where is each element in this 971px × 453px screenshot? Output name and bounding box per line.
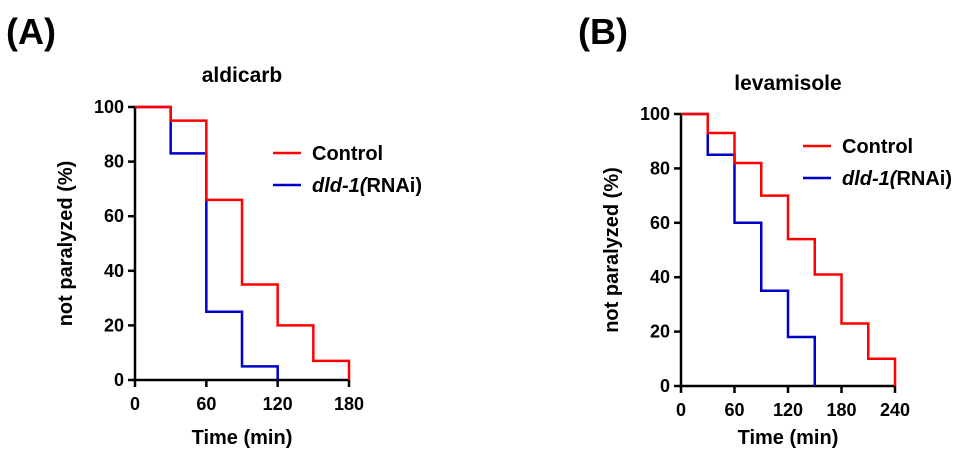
chart-aldicarb: aldicarb 0 20 40 60 80 100 0 60 120 180 Time (min) n… [55,64,422,449]
legend-label: dld-1(RNAi) [842,168,952,190]
chart-levamisole: levamisole 0 20 40 60 80 100 0 60 120 180 240 Time (… [601,72,952,449]
y-tick-label: 20 [104,315,124,335]
series-line-control [681,112,897,386]
y-tick-label: 100 [94,97,124,117]
legend-label-text: Control [842,136,913,158]
legend-label-italic: dld-1( [312,175,369,197]
panel-b-label: (B) [578,11,628,52]
y-tick-label: 100 [640,104,670,124]
x-tick-label: 120 [773,400,803,420]
x-tick-label: 60 [196,394,216,414]
legend-label-text: Control [312,143,383,165]
chart-title: aldicarb [202,64,283,87]
y-tick-label: 80 [104,152,124,172]
y-tick-label: 20 [650,322,670,342]
series-line-control [135,105,351,380]
x-tick-label: 180 [826,400,856,420]
y-tick-label: 80 [650,158,670,178]
legend-label-italic: dld-1( [842,168,899,190]
x-tick-label: 120 [263,394,293,414]
chart-title: levamisole [734,72,841,95]
y-tick-label: 0 [660,376,670,396]
panel-a-label: (A) [6,11,56,52]
x-tick-label: 0 [130,394,140,414]
series-line-dld-1-rnai [681,112,816,386]
x-axis-title: Time (min) [738,427,839,449]
legend-label-text: RNAi) [896,168,952,190]
series-line-dld-1-rnai [135,105,279,380]
legend-label: Control [842,136,913,158]
legend-label-text: RNAi) [366,175,422,197]
x-tick-label: 60 [724,400,744,420]
y-axis-title: not paralyzed (%) [601,167,623,333]
x-axis-title: Time (min) [192,427,293,449]
legend-label: dld-1(RNAi) [312,175,422,197]
x-tick-label: 240 [880,400,910,420]
y-tick-label: 40 [104,261,124,281]
y-axis-title: not paralyzed (%) [55,161,77,327]
y-tick-label: 60 [650,213,670,233]
x-tick-label: 0 [676,400,686,420]
legend-label: Control [312,143,383,165]
y-tick-label: 0 [114,370,124,390]
x-tick-label: 180 [334,394,364,414]
y-tick-label: 40 [650,267,670,287]
y-tick-label: 60 [104,206,124,226]
